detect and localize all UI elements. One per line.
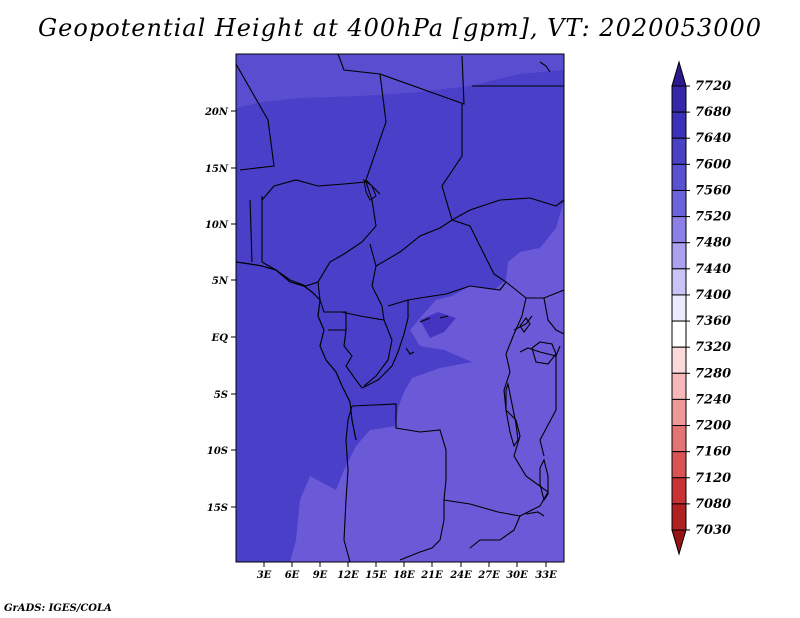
colorbar-segment bbox=[671, 398, 687, 427]
lon-label-9e: 9E bbox=[313, 570, 328, 581]
lon-label-27e: 27E bbox=[477, 570, 500, 581]
colorbar-label: 7680 bbox=[695, 105, 731, 120]
lat-label-10n: 10N bbox=[205, 220, 229, 231]
colorbar-segment bbox=[671, 477, 687, 505]
map-plot-area bbox=[236, 54, 564, 562]
colorbar-segment bbox=[671, 85, 687, 113]
colorbar-label: 7560 bbox=[695, 183, 731, 198]
lat-label-5s: 5S bbox=[214, 390, 228, 401]
colorbar-label: 7400 bbox=[695, 288, 731, 303]
lon-label-18e: 18E bbox=[393, 570, 415, 581]
colorbar-segment bbox=[671, 163, 687, 191]
lat-label-10s: 10S bbox=[207, 446, 228, 457]
red-sea-coast bbox=[539, 61, 551, 73]
lat-label-20n: 20N bbox=[204, 107, 229, 118]
country-borders bbox=[236, 54, 564, 562]
colorbar-segment bbox=[671, 216, 687, 244]
colorbar-label: 7160 bbox=[695, 445, 731, 460]
colorbar-label: 7480 bbox=[695, 236, 731, 251]
colorbar-label: 7320 bbox=[695, 340, 731, 355]
colorbar-label: 7600 bbox=[695, 157, 731, 172]
lon-label-33e: 33E bbox=[535, 570, 557, 581]
colorbar-segment bbox=[671, 189, 687, 218]
lake-chad bbox=[363, 178, 377, 201]
colorbar-segment bbox=[671, 425, 687, 453]
colorbar-label: 7640 bbox=[695, 131, 731, 146]
lon-label-30e: 30E bbox=[506, 570, 528, 581]
colorbar-segment bbox=[671, 346, 687, 374]
lat-label-5n: 5N bbox=[212, 276, 229, 287]
map-title: Geopotential Height at 400hPa [gpm], VT:… bbox=[38, 14, 762, 42]
lon-label-15e: 15E bbox=[365, 570, 387, 581]
lon-label-24e: 24E bbox=[449, 570, 472, 581]
colorbar-segment bbox=[671, 242, 687, 270]
lon-label-3e: 3E bbox=[257, 570, 272, 581]
colorbar-segment bbox=[671, 372, 687, 400]
colorbar: 7720 7680 7640 7600 7560 7520 7480 7440 7400 7360… bbox=[671, 60, 731, 556]
map-frame bbox=[235, 53, 565, 563]
west-africa-coastline bbox=[236, 261, 357, 441]
colorbar-segment bbox=[671, 268, 687, 296]
lon-label-6e: 6E bbox=[285, 570, 300, 581]
latitude-axis: 20N 15N 10N 5N EQ 5S 10S 15S bbox=[204, 107, 236, 514]
colorbar-segment bbox=[671, 320, 687, 348]
colorbar-label: 7120 bbox=[695, 471, 731, 486]
colorbar-label: 7080 bbox=[695, 497, 731, 512]
grads-credit: GrADS: IGES/COLA bbox=[4, 603, 112, 614]
colorbar-label: 7360 bbox=[695, 314, 731, 329]
colorbar-bottom-arrow bbox=[671, 529, 687, 556]
colorbar-label: 7200 bbox=[695, 419, 731, 434]
lon-label-12e: 12E bbox=[337, 570, 359, 581]
colorbar-segment bbox=[671, 294, 687, 322]
colorbar-top-arrow bbox=[671, 60, 687, 87]
colorbar-segment bbox=[671, 451, 687, 479]
longitude-axis: 3E 6E 9E 12E 15E 18E 21E 24E 27E 30E 33E bbox=[257, 562, 557, 581]
colorbar-label: 7440 bbox=[695, 262, 731, 277]
colorbar-label: 7030 bbox=[695, 523, 731, 538]
colorbar-segment bbox=[671, 503, 687, 531]
lat-label-15s: 15S bbox=[207, 503, 228, 514]
colorbar-label: 7520 bbox=[695, 210, 731, 225]
lon-label-21e: 21E bbox=[420, 570, 443, 581]
colorbar-label: 7720 bbox=[695, 79, 731, 94]
colorbar-label: 7240 bbox=[695, 392, 731, 407]
colorbar-label: 7280 bbox=[695, 366, 731, 381]
colorbar-segment bbox=[671, 137, 687, 165]
height-field-east-region bbox=[290, 200, 564, 562]
lakes bbox=[405, 315, 557, 517]
lat-label-15n: 15N bbox=[205, 164, 229, 175]
lat-label-eq: EQ bbox=[211, 333, 229, 344]
colorbar-segment bbox=[671, 111, 687, 139]
